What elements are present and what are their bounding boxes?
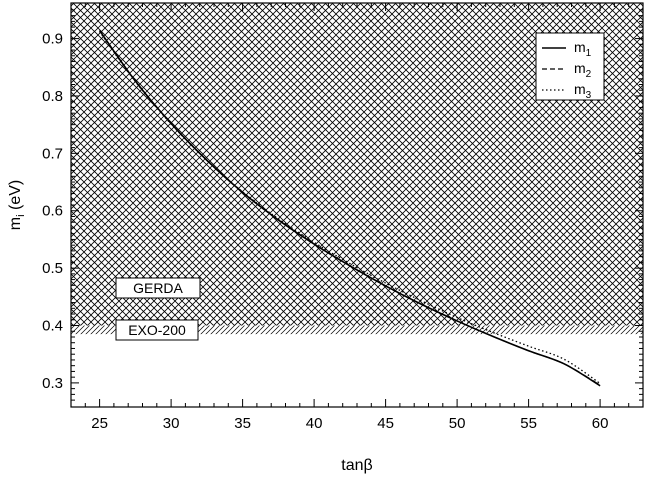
y-axis-title-sub: i [15,214,27,216]
x-axis-title: tanβ [341,457,372,474]
legend-label-m3: m3 [574,81,592,101]
y-tick-label-0.4: 0.4 [42,318,63,335]
x-tick-label-30: 30 [163,415,180,432]
y-tick-label-0.7: 0.7 [42,145,63,162]
region-label-exo-200: EXO-200 [128,322,186,338]
y-tick-label-0.5: 0.5 [42,260,63,277]
y-tick-label-0.6: 0.6 [42,203,63,220]
y-axis-title-main: m [7,217,24,230]
x-tick-label-25: 25 [91,415,108,432]
x-tick-label-50: 50 [449,415,466,432]
y-tick-label-0.8: 0.8 [42,88,63,105]
x-tick-label-45: 45 [377,415,394,432]
y-axis-title-unit: (eV) [7,180,24,215]
series-lines [98,30,601,387]
x-tick-label-55: 55 [520,415,537,432]
region-label-box-gerda [115,277,201,299]
series-line-m2 [99,30,601,386]
y-tick-label-0.9: 0.9 [42,31,63,48]
y-axis: 0.3 0.4 0.5 0.6 0.7 0.8 0.9 [42,9,643,401]
x-tick-label-40: 40 [306,415,323,432]
x-axis: 25 30 35 40 45 50 55 60 [84,3,630,432]
x-tick-label-60: 60 [592,415,609,432]
x-tick-label-35: 35 [234,415,251,432]
series-line-m3 [99,31,601,385]
legend-label-m2: m2 [574,60,592,80]
region-label-box-exo-200 [115,319,199,341]
legend-label-m1: m1 [574,39,592,59]
region-exo-200 [71,325,643,335]
legend-box [535,32,605,101]
region-label-gerda: GERDA [133,280,183,296]
region-labels: GERDA EXO-200 [115,277,201,341]
y-tick-label-0.3: 0.3 [42,375,63,392]
y-axis-title: mi (eV) [7,180,27,230]
